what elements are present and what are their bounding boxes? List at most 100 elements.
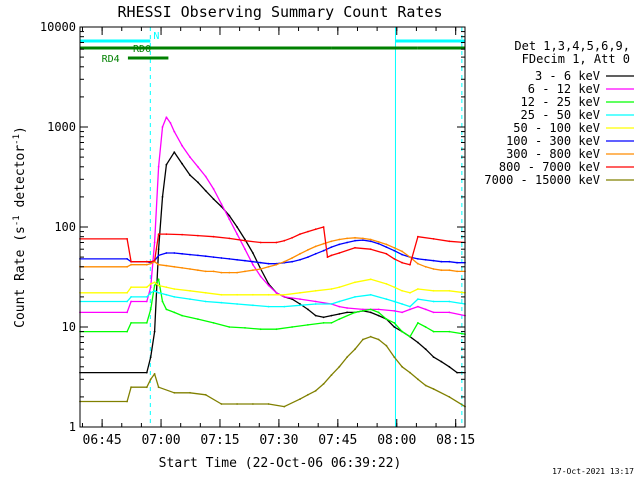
series-point-9 — [432, 388, 435, 390]
series-line-5 — [80, 278, 466, 296]
series-point-9 — [267, 403, 270, 405]
series-point-5 — [165, 286, 168, 289]
series-point-3 — [130, 322, 133, 324]
series-point-4 — [393, 300, 396, 303]
series-point-5 — [157, 284, 160, 287]
series-point-1 — [145, 371, 148, 374]
series-point-2 — [448, 311, 451, 314]
series-point-1 — [440, 360, 443, 363]
series-point-1 — [377, 314, 380, 317]
series-point-4 — [432, 300, 435, 303]
series-point-6 — [354, 239, 356, 242]
series-point-9 — [204, 393, 207, 396]
series-point-6 — [362, 239, 364, 242]
series-point-1 — [236, 226, 239, 228]
series-point-3 — [432, 330, 435, 333]
series-point-4 — [401, 303, 403, 305]
series-point-1 — [197, 181, 199, 184]
series-point-5 — [126, 291, 128, 294]
series-point-2 — [393, 310, 396, 312]
series-point-7 — [173, 265, 176, 268]
series-point-8 — [145, 260, 148, 263]
plot-frame — [79, 26, 466, 428]
series-point-3 — [354, 311, 356, 314]
series-point-4 — [204, 300, 207, 303]
series-point-2 — [275, 291, 278, 294]
series-point-5 — [393, 286, 396, 289]
series-point-9 — [369, 335, 372, 338]
x-axis-label: Start Time (22-Oct-06 06:39:22) — [159, 456, 402, 471]
series-point-5 — [252, 293, 254, 296]
series-point-2 — [432, 311, 435, 314]
series-point-3 — [448, 330, 451, 333]
series-point-3 — [165, 308, 168, 311]
series-point-6 — [322, 249, 325, 252]
series-point-2 — [346, 307, 348, 309]
series-point-9 — [283, 405, 286, 408]
series-point-6 — [157, 254, 160, 257]
series-point-2 — [153, 241, 156, 244]
series-point-9 — [417, 378, 419, 381]
series-point-6 — [369, 240, 372, 243]
series-line-8 — [80, 226, 466, 266]
series-point-8 — [275, 241, 278, 244]
y-axis-label: Count Rate (s-1 detector-1) — [12, 126, 28, 328]
series-point-9 — [149, 378, 152, 381]
series-point-8 — [322, 226, 325, 228]
series-point-8 — [153, 259, 156, 262]
series-point-6 — [330, 246, 333, 249]
series-point-4 — [157, 291, 160, 294]
series-point-4 — [314, 303, 317, 305]
series-point-7 — [377, 241, 380, 243]
series-point-2 — [220, 203, 223, 205]
series-point-3 — [173, 311, 176, 314]
series-point-5 — [299, 291, 301, 294]
series-point-8 — [314, 228, 317, 231]
series-point-8 — [330, 254, 333, 257]
series-point-6 — [385, 246, 388, 249]
series-point-6 — [236, 258, 239, 261]
legend-label: 50 - 100 keV — [513, 121, 600, 135]
series-point-2 — [417, 305, 419, 308]
series-point-8 — [165, 233, 168, 236]
series-point-7 — [362, 237, 364, 240]
series-point-6 — [197, 254, 199, 257]
series-point-2 — [401, 311, 403, 314]
series-point-1 — [346, 311, 348, 314]
series-point-1 — [369, 311, 372, 314]
series-point-7 — [330, 240, 333, 243]
series-point-7 — [126, 265, 128, 268]
series-point-3 — [228, 326, 231, 328]
series-point-7 — [369, 238, 372, 241]
series-point-6 — [338, 243, 341, 246]
series-point-9 — [424, 384, 427, 387]
series-point-5 — [385, 283, 388, 285]
series-point-3 — [157, 278, 160, 281]
series-point-4 — [126, 300, 128, 303]
series-point-7 — [149, 262, 152, 265]
legend-label: 800 - 7000 keV — [499, 160, 600, 174]
series-point-7 — [220, 271, 223, 274]
series-point-9 — [189, 391, 191, 394]
series-point-8 — [385, 252, 388, 255]
series-point-4 — [330, 303, 333, 305]
series-point-7 — [130, 263, 133, 266]
series-point-1 — [165, 163, 168, 166]
series-point-8 — [197, 234, 199, 237]
series-point-6 — [377, 242, 380, 245]
series-point-6 — [417, 258, 419, 260]
series-point-9 — [236, 403, 239, 405]
footer-timestamp: 17-Oct-2021 13:17 — [552, 467, 634, 476]
series-point-6 — [393, 249, 396, 252]
series-line-6 — [80, 239, 465, 265]
y-tick-label: 10000 — [40, 20, 76, 34]
series-point-8 — [283, 239, 286, 242]
series-point-9 — [153, 373, 156, 375]
x-tick-label: 08:00 — [377, 433, 416, 448]
series-point-3 — [291, 326, 293, 328]
series-point-5 — [189, 289, 191, 292]
series-point-6 — [173, 252, 176, 254]
series-point-9 — [220, 403, 223, 405]
